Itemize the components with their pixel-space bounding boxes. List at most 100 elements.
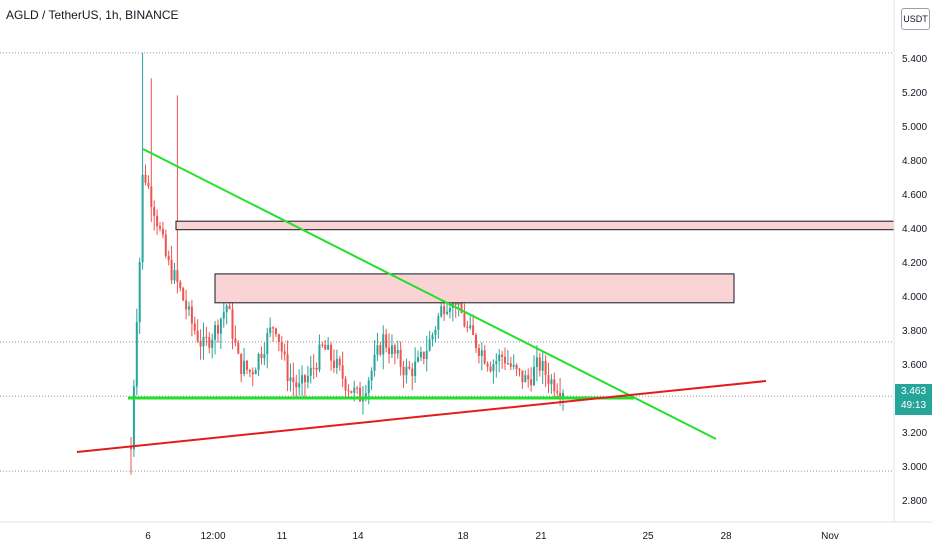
candle-body	[390, 345, 393, 355]
candle-body	[315, 367, 318, 370]
candle-body	[509, 363, 512, 367]
candle-body	[245, 360, 248, 370]
price-tick-label: 5.000	[902, 122, 927, 133]
candle-body	[219, 318, 222, 334]
candle-body	[292, 377, 295, 383]
candle-body	[277, 334, 280, 342]
chart-drawings	[76, 148, 895, 453]
candle-body	[225, 305, 228, 313]
candle-body	[301, 375, 304, 384]
candle-body	[231, 309, 234, 339]
candle-body	[344, 378, 347, 391]
candle-body	[475, 334, 478, 348]
candle-body	[492, 364, 495, 372]
candle-body	[367, 380, 370, 394]
candle-body	[306, 375, 309, 383]
candle-body	[512, 364, 515, 367]
candle-body	[251, 371, 254, 375]
last-price-value: 3.463	[900, 386, 927, 397]
candle-body	[388, 347, 391, 355]
price-tick-label: 4.000	[902, 292, 927, 303]
candle-body	[535, 357, 538, 367]
candle-body	[321, 344, 324, 346]
candle-body	[559, 392, 562, 397]
last-price-label: 3.463 49:13	[895, 384, 932, 415]
candle-body	[527, 375, 530, 380]
candle-body	[419, 351, 422, 358]
price-tick-label: 4.400	[902, 224, 927, 235]
candle-body	[170, 260, 173, 281]
time-tick-label: 18	[457, 531, 469, 542]
candle-body	[504, 356, 507, 364]
candle-body	[269, 327, 272, 334]
candle-body	[332, 360, 335, 368]
price-tick-label: 5.400	[902, 54, 927, 65]
candle-body	[164, 234, 167, 256]
candle-body	[486, 363, 489, 367]
candle-body	[434, 329, 437, 335]
price-tick-label: 3.600	[902, 360, 927, 371]
candle-body	[446, 311, 449, 314]
candle-body	[350, 391, 353, 393]
candle-body	[347, 390, 350, 392]
candle-body	[234, 338, 237, 343]
price-tick-label: 2.800	[902, 496, 927, 507]
candle-body	[379, 345, 382, 355]
candle-body	[353, 387, 356, 393]
bar-countdown: 49:13	[900, 400, 927, 411]
price-tick-label: 3.000	[902, 462, 927, 473]
candle-body	[303, 375, 306, 383]
candle-body	[408, 366, 411, 369]
candle-body	[167, 255, 170, 261]
candle-body	[254, 369, 257, 375]
candle-body	[385, 334, 388, 348]
chart-title: AGLD / TetherUS, 1h, BINANCE	[6, 8, 179, 22]
price-axis: 5.6005.4005.2005.0004.8004.6004.4004.200…	[902, 20, 927, 507]
price-tick-label: 4.800	[902, 156, 927, 167]
candlestick-series	[130, 52, 564, 475]
candle-body	[359, 387, 362, 402]
candle-body	[161, 228, 164, 235]
candle-body	[466, 326, 469, 328]
candle-body	[263, 354, 266, 359]
candle-body	[335, 358, 338, 368]
time-tick-label: 25	[642, 531, 654, 542]
candle-body	[370, 370, 373, 381]
candle-body	[289, 377, 292, 382]
candle-body	[547, 375, 550, 385]
candle-body	[437, 316, 440, 330]
candle-body	[179, 281, 182, 289]
candle-body	[483, 350, 486, 364]
candle-body	[176, 270, 179, 282]
candle-body	[373, 354, 376, 371]
currency-button[interactable]: USDT	[901, 8, 930, 30]
candle-body	[538, 357, 541, 371]
candle-body	[272, 327, 275, 329]
candle-body	[477, 347, 480, 356]
candle-body	[202, 336, 205, 347]
candle-body	[480, 350, 483, 356]
candle-body	[506, 363, 509, 365]
ascending-trendline	[76, 380, 767, 453]
candle-body	[266, 333, 269, 355]
candle-body	[309, 367, 312, 376]
candle-body	[147, 182, 150, 187]
candle-body	[550, 379, 553, 385]
price-tick-label: 4.200	[902, 258, 927, 269]
candle-body	[187, 306, 190, 310]
candle-body	[460, 296, 463, 314]
candle-body	[283, 351, 286, 355]
candle-body	[156, 215, 159, 227]
time-tick-label: 28	[720, 531, 732, 542]
candle-body	[443, 306, 446, 314]
candle-body	[222, 312, 225, 319]
candle-body	[524, 375, 527, 383]
price-tick-label: 5.200	[902, 88, 927, 99]
candle-body	[338, 358, 341, 366]
candle-body	[382, 334, 385, 355]
candle-body	[298, 383, 301, 388]
candle-body	[544, 360, 547, 376]
candle-body	[533, 366, 536, 386]
candle-body	[562, 392, 564, 397]
